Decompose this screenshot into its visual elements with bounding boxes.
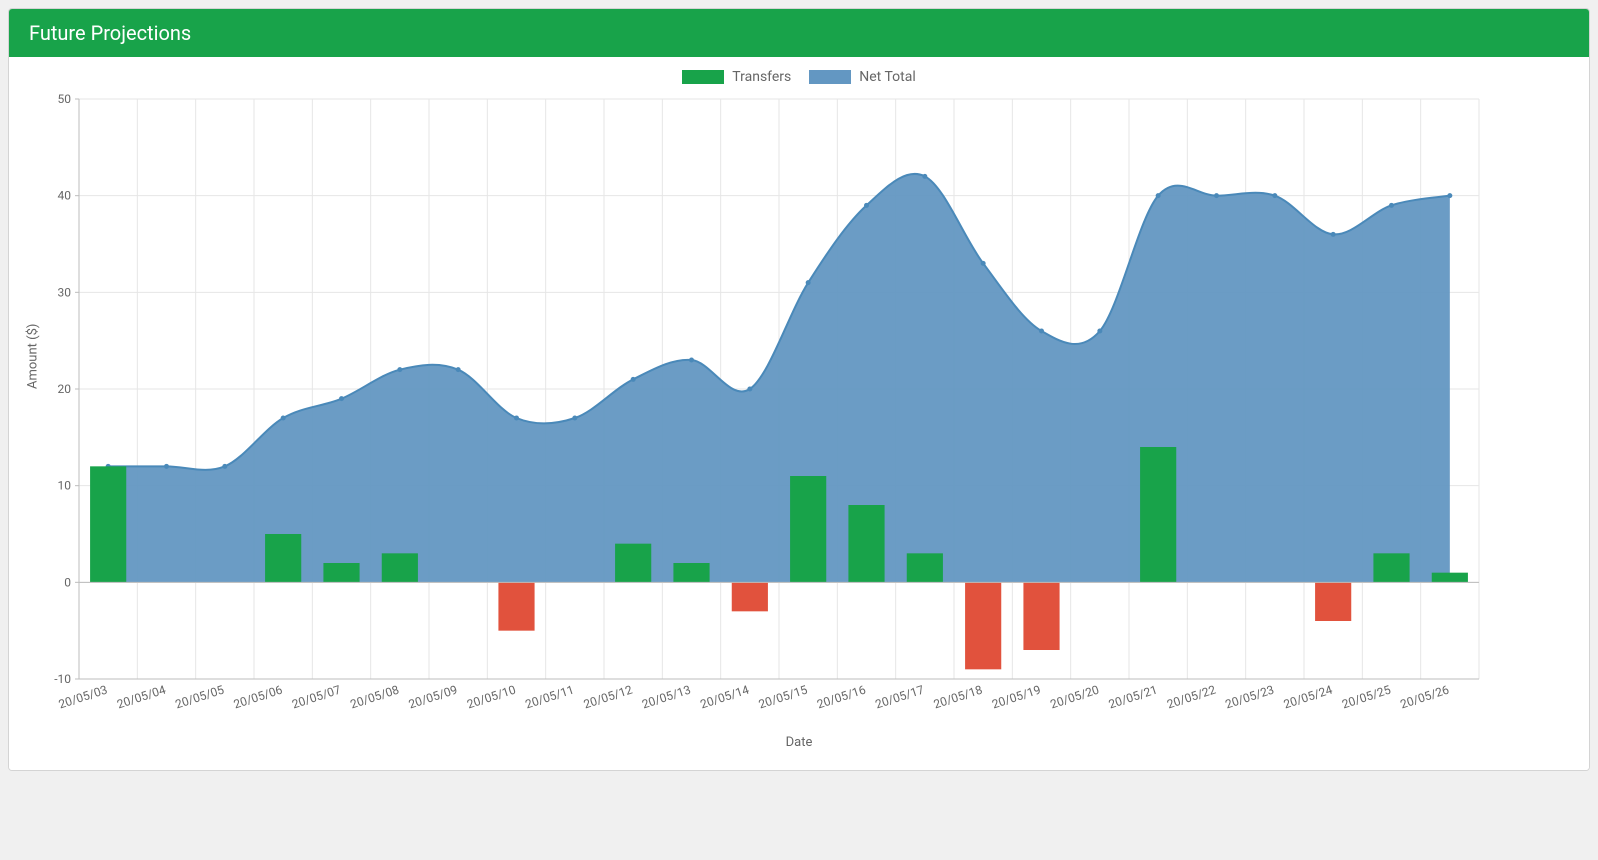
svg-text:20/05/10: 20/05/10 <box>465 682 517 711</box>
svg-text:20/05/15: 20/05/15 <box>757 682 809 711</box>
projections-chart: -100102030405020/05/0320/05/0420/05/0520… <box>29 91 1489 731</box>
svg-text:20/05/12: 20/05/12 <box>582 682 634 711</box>
x-axis-label: Date <box>29 735 1569 750</box>
svg-text:20/05/20: 20/05/20 <box>1049 682 1101 711</box>
svg-text:20/05/18: 20/05/18 <box>932 682 984 711</box>
svg-text:20/05/13: 20/05/13 <box>640 683 692 712</box>
svg-text:50: 50 <box>58 92 72 106</box>
svg-text:30: 30 <box>58 285 72 299</box>
svg-text:20/05/14: 20/05/14 <box>699 682 751 711</box>
svg-text:20/05/03: 20/05/03 <box>57 683 109 712</box>
legend-swatch-transfers <box>682 70 724 84</box>
svg-text:20/05/26: 20/05/26 <box>1399 682 1451 711</box>
panel-title: Future Projections <box>29 21 191 45</box>
svg-text:20/05/06: 20/05/06 <box>232 682 284 711</box>
legend-item-net-total[interactable]: Net Total <box>809 69 915 85</box>
projections-panel: Future Projections Transfers Net Total A… <box>8 8 1590 771</box>
legend-label-net-total: Net Total <box>859 69 915 85</box>
svg-text:20/05/24: 20/05/24 <box>1282 682 1334 711</box>
chart-area: Amount ($) -100102030405020/05/0320/05/0… <box>29 91 1569 750</box>
svg-text:20/05/07: 20/05/07 <box>290 682 342 711</box>
svg-text:0: 0 <box>64 575 71 589</box>
svg-text:20/05/08: 20/05/08 <box>349 682 401 711</box>
legend-swatch-net-total <box>809 70 851 84</box>
panel-header: Future Projections <box>9 9 1589 57</box>
legend-item-transfers[interactable]: Transfers <box>682 69 791 85</box>
legend-label-transfers: Transfers <box>732 69 791 85</box>
svg-text:20/05/11: 20/05/11 <box>524 683 576 712</box>
svg-text:20/05/23: 20/05/23 <box>1224 683 1276 712</box>
svg-text:20/05/21: 20/05/21 <box>1107 683 1159 712</box>
svg-text:-10: -10 <box>54 672 71 686</box>
chart-legend: Transfers Net Total <box>29 69 1569 85</box>
svg-text:20: 20 <box>58 382 72 396</box>
svg-text:40: 40 <box>58 189 72 203</box>
svg-text:20/05/16: 20/05/16 <box>815 682 867 711</box>
svg-text:20/05/22: 20/05/22 <box>1165 682 1217 711</box>
svg-text:20/05/05: 20/05/05 <box>174 682 226 711</box>
svg-text:20/05/19: 20/05/19 <box>990 683 1042 712</box>
y-axis-label: Amount ($) <box>26 324 41 389</box>
svg-text:20/05/17: 20/05/17 <box>874 682 926 711</box>
svg-text:20/05/25: 20/05/25 <box>1340 682 1392 711</box>
panel-body: Transfers Net Total Amount ($) -10 0 10 20 3… <box>9 57 1589 770</box>
svg-text:10: 10 <box>58 479 72 493</box>
svg-text:20/05/04: 20/05/04 <box>115 682 167 711</box>
svg-text:20/05/09: 20/05/09 <box>407 683 459 712</box>
